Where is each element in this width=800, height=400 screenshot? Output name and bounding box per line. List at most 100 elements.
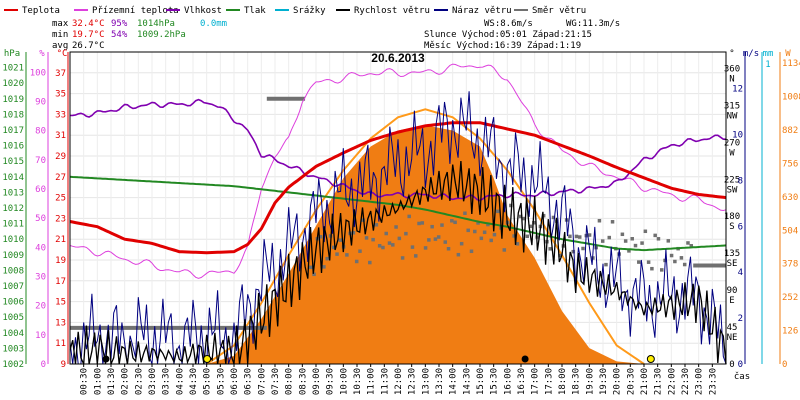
x-tick-label: 07:00 xyxy=(257,368,267,395)
wind-dir-point xyxy=(312,272,316,277)
wind-dir-point xyxy=(659,268,664,272)
wind-dir-point xyxy=(551,215,556,220)
series-temperature-line xyxy=(69,121,727,255)
wind-dir-point xyxy=(479,236,484,241)
wind-dir-point xyxy=(427,238,431,242)
x-tick-label: 20:30 xyxy=(626,368,636,395)
wind-dir-point xyxy=(637,260,641,264)
stat-avg-temp: 26.7°C xyxy=(72,41,105,51)
series-humidity-line xyxy=(69,98,726,202)
wind-dir-point xyxy=(643,229,648,234)
ms-unit: m/s xyxy=(743,49,759,59)
wind-dir-point xyxy=(404,231,408,236)
wind-dir-point xyxy=(433,237,438,241)
hpa-tick-label: 1004 xyxy=(2,329,24,339)
pct-tick-label: 80 xyxy=(35,127,46,137)
x-tick-label: 17:00 xyxy=(531,368,541,395)
wind-dir-point xyxy=(571,249,575,254)
wind-dir-point xyxy=(469,249,474,254)
wind-dir-point xyxy=(368,260,372,265)
hpa-tick-label: 1003 xyxy=(2,344,24,354)
wind-dir-point xyxy=(381,245,385,250)
wm2-tick-label: 504 xyxy=(782,226,798,236)
wind-dir-point xyxy=(495,209,500,214)
hpa-tick-label: 1020 xyxy=(2,79,24,89)
series-wind-gust-line xyxy=(69,91,727,365)
series-ground-temp-line xyxy=(69,63,727,279)
wind-dir-point xyxy=(620,232,625,237)
dir-tick-label: 315 xyxy=(724,101,740,111)
x-tick-label: 02:30 xyxy=(134,368,144,395)
wind-dir-point xyxy=(354,259,359,264)
x-tick-label: 19:00 xyxy=(585,368,595,395)
temp-tick-label: 15 xyxy=(55,298,66,308)
temp-tick-label: 27 xyxy=(55,173,66,183)
wind-dir-point xyxy=(410,245,415,249)
wind-dir-point xyxy=(394,225,398,229)
wind-dir-point xyxy=(623,239,628,243)
temp-tick-label: 11 xyxy=(55,339,66,349)
legend-label: Srážky xyxy=(293,6,326,16)
wm2-tick-label: 378 xyxy=(782,260,798,270)
wind-dir-point xyxy=(502,248,507,252)
x-axis-label: čas xyxy=(734,371,750,382)
wind-dir-point xyxy=(371,237,375,242)
wind-dir-point xyxy=(331,245,336,250)
x-tick-label: 20:00 xyxy=(613,368,623,395)
ms-tick-label: 0 xyxy=(738,360,743,370)
x-tick-label: 06:30 xyxy=(244,368,254,395)
pct-tick-label: 50 xyxy=(35,214,46,224)
wind-dir-point xyxy=(630,237,634,241)
x-tick-label: 14:30 xyxy=(462,368,472,395)
legend-label: Teplota xyxy=(22,6,60,16)
x-tick-label: 21:30 xyxy=(654,368,664,395)
wind-dir-point xyxy=(689,244,694,248)
x-tick-label: 21:00 xyxy=(640,368,650,395)
x-tick-label: 14:00 xyxy=(449,368,459,395)
wind-dir-point xyxy=(463,211,467,215)
pct-tick-label: 0 xyxy=(41,360,46,370)
x-tick-label: 08:00 xyxy=(285,368,295,395)
hpa-tick-label: 1009 xyxy=(2,251,24,261)
legend-label: Směr větru xyxy=(532,6,586,16)
sunset-marker xyxy=(646,355,655,363)
x-tick-label: 22:00 xyxy=(667,368,677,395)
wm2-tick-label: 1134 xyxy=(782,59,800,69)
wind-dir-point xyxy=(646,260,651,264)
wm2-tick-label: 126 xyxy=(782,327,798,337)
wind-dir-point xyxy=(653,233,657,238)
hpa-tick-label: 1002 xyxy=(2,360,24,370)
wind-dir-point xyxy=(673,259,677,264)
hpa-tick-label: 1011 xyxy=(2,220,24,230)
pct-tick-label: 10 xyxy=(35,331,46,341)
stat-wind-gust: WG:11.3m/s xyxy=(566,19,620,29)
x-tick-label: 07:30 xyxy=(271,368,281,395)
wind-dir-point xyxy=(633,243,638,248)
axes: 1002100310041005100610071008100910101011… xyxy=(2,49,800,395)
wind-dir-point xyxy=(413,254,418,258)
series-wind-speed-line xyxy=(69,161,727,365)
x-tick-label: 17:30 xyxy=(544,368,554,395)
wind-dir-point xyxy=(335,252,339,256)
stat-max-label: max xyxy=(52,19,69,29)
wind-dir-point xyxy=(581,246,585,251)
wind-dir-point xyxy=(450,219,454,223)
ms-tick-label: 4 xyxy=(738,268,743,278)
ms-tick-label: 2 xyxy=(738,314,743,324)
hpa-tick-label: 1007 xyxy=(2,282,24,292)
dir-tick-label: 135 xyxy=(724,249,740,259)
x-tick-label: 08:30 xyxy=(298,368,308,395)
wind-dir-point xyxy=(656,237,661,241)
dir-tick-label: 270 xyxy=(724,138,740,148)
wind-dir-point xyxy=(466,228,470,233)
hpa-tick-label: 1012 xyxy=(2,204,24,214)
moonset-marker xyxy=(102,355,110,363)
wind-dir-point xyxy=(597,218,602,223)
dir-tick-label: 90 xyxy=(727,286,738,296)
wind-dir-point xyxy=(358,249,362,253)
ms-tick-label: 10 xyxy=(732,131,743,141)
dir-tick-label: S xyxy=(729,222,734,232)
hpa-tick-label: 1019 xyxy=(2,95,24,105)
wind-dir-point xyxy=(607,235,612,240)
